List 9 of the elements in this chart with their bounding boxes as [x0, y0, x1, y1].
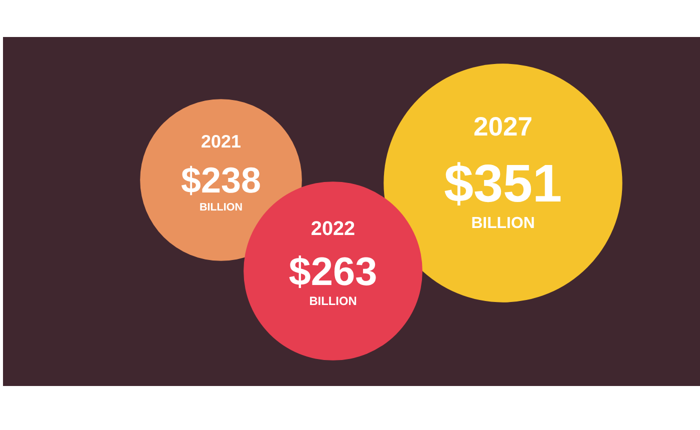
data-label: $238 [181, 160, 261, 201]
data-label: $263 [288, 250, 378, 294]
category-label: 2027 [474, 111, 532, 142]
data-label: $351 [444, 154, 562, 214]
text: BILLION [471, 215, 535, 232]
text: BILLION [309, 294, 357, 308]
category-label: 2021 [201, 132, 241, 152]
category-label: 2022 [310, 218, 356, 240]
text: BILLION [199, 202, 243, 214]
